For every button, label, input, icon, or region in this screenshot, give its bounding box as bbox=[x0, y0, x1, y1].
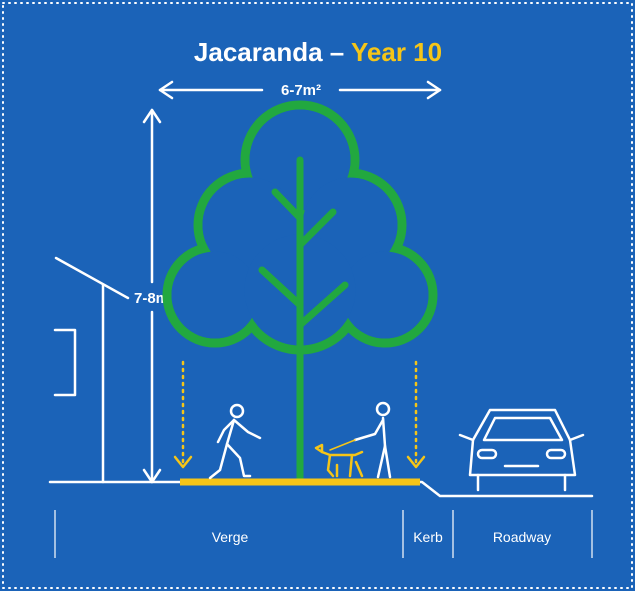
zone-label: Verge bbox=[212, 529, 249, 545]
width-label: 6-7m² bbox=[281, 82, 321, 99]
title-highlight: Year 10 bbox=[351, 37, 442, 67]
diagram: Jacaranda – Year 10 6-7m² 7-8m bbox=[0, 0, 635, 591]
title-name: Jacaranda – bbox=[194, 37, 344, 67]
zone-label: Roadway bbox=[493, 529, 551, 545]
zone-label: Kerb bbox=[413, 529, 443, 545]
title: Jacaranda – Year 10 bbox=[194, 37, 442, 67]
